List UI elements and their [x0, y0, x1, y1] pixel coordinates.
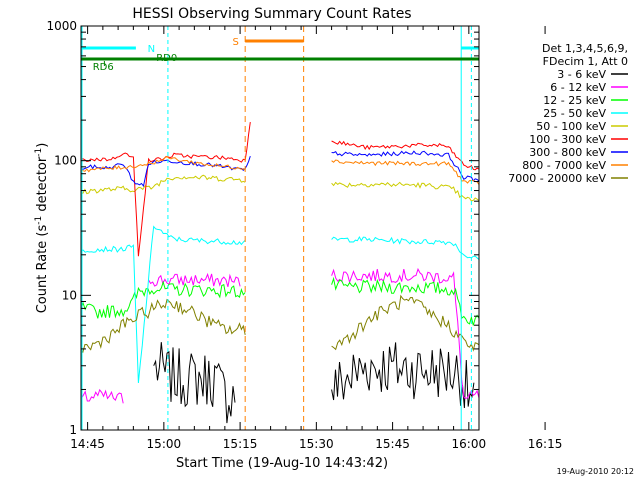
legend-entry-label: 3 - 6 keV	[557, 68, 606, 81]
x-axis-label: Start Time (19-Aug-10 14:43:42)	[176, 456, 388, 471]
plot-frame	[80, 25, 480, 431]
series-line	[331, 140, 479, 171]
series-line	[331, 181, 479, 202]
series-line	[331, 159, 479, 185]
y-axis-label-end: )	[35, 143, 50, 148]
legend-entry-label: 7000 - 20000 keV	[508, 172, 606, 185]
series-line	[81, 155, 246, 173]
y-tick-label: 1	[69, 423, 77, 437]
s-marker-label: S	[232, 37, 238, 48]
x-tick-label: 16:15	[528, 437, 563, 451]
x-tick-label: 15:30	[299, 437, 334, 451]
plot-area: N S RD0 RD6	[81, 26, 479, 430]
series-line	[81, 280, 246, 319]
series-line	[81, 388, 124, 404]
series-line	[331, 294, 479, 352]
x-tick-label: 15:00	[147, 437, 182, 451]
legend-entry-label: 300 - 800 keV	[529, 146, 606, 159]
x-tick-label: 15:45	[375, 437, 410, 451]
y-axis-label-sup2: -1	[34, 148, 44, 157]
legend-header: FDecim 1, Att 0	[543, 55, 628, 68]
series-line	[81, 155, 251, 188]
legend-entry-label: 12 - 25 keV	[543, 94, 606, 107]
series-line	[331, 235, 479, 260]
x-tick-label: 15:15	[223, 437, 258, 451]
y-axis-label: Count Rate (s-1 detector-1)	[34, 143, 50, 314]
rd0-label: RD0	[156, 53, 177, 64]
legend-entry-label: 6 - 12 keV	[550, 81, 606, 94]
legend-entry-label: 50 - 100 keV	[536, 120, 606, 133]
series-line	[331, 276, 479, 326]
series-line	[153, 342, 236, 424]
legend-entry-label: 25 - 50 keV	[543, 107, 606, 120]
plot-layer	[81, 122, 479, 424]
legend-entry-label: 800 - 7000 keV	[522, 159, 606, 172]
x-tick-label: 14:45	[70, 437, 105, 451]
x-axis: 14:45 15:00 15:15 15:30 15:45 16:00 16:15	[70, 26, 562, 451]
y-axis-label-part1: Count Rate (s	[35, 225, 50, 314]
y-tick-label: 1000	[46, 19, 77, 33]
series-line	[81, 225, 246, 384]
y-axis: 1 10 100 1000	[46, 19, 479, 437]
series-line	[331, 150, 479, 182]
legend-header: Det 1,3,4,5,6,9,	[542, 42, 628, 55]
series-line	[331, 342, 475, 409]
legend-entry-label: 100 - 300 keV	[529, 133, 606, 146]
y-tick-label: 100	[54, 154, 77, 168]
legend: Det 1,3,4,5,6,9,FDecim 1, Att 03 - 6 keV…	[508, 42, 628, 185]
series-line	[81, 174, 246, 195]
y-tick-label: 10	[62, 288, 77, 302]
x-tick-label: 16:00	[452, 437, 487, 451]
n-marker-label: N	[148, 44, 155, 55]
chart-title: HESSI Observing Summary Count Rates	[132, 6, 411, 22]
y-axis-label-sup1: -1	[34, 216, 44, 225]
series-line	[148, 272, 241, 288]
y-axis-label-mid: detector	[35, 156, 50, 216]
series-line	[81, 298, 246, 354]
footer-date: 19-Aug-2010 20:12	[557, 467, 634, 476]
rd6-label: RD6	[93, 62, 114, 73]
markers: N S RD0 RD6	[81, 26, 479, 430]
